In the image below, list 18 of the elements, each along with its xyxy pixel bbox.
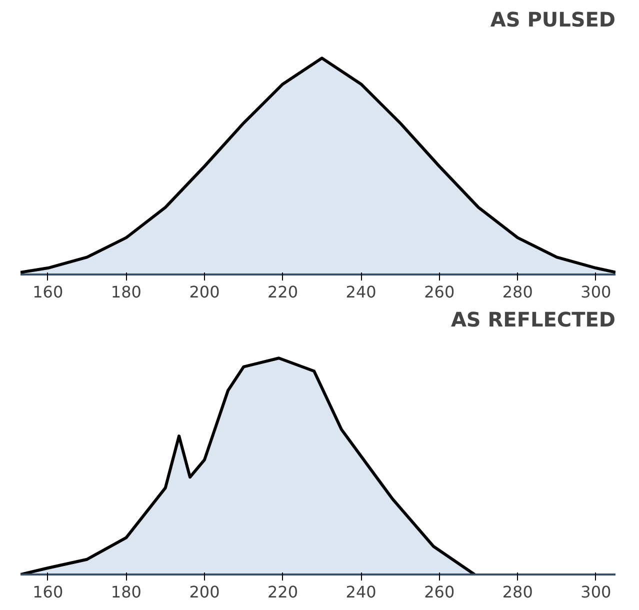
chart-title: AS REFLECTED — [450, 308, 616, 332]
x-tick-label: 200 — [189, 282, 220, 302]
x-tick-label: 200 — [189, 582, 220, 602]
x-tick-label: 160 — [32, 282, 64, 302]
x-tick-label: 240 — [346, 582, 376, 602]
x-tick-label: 180 — [110, 582, 142, 602]
x-tick-label: 300 — [580, 582, 612, 602]
x-tick-label: 280 — [502, 282, 533, 302]
x-tick-label: 280 — [502, 582, 533, 602]
x-tick-label: 180 — [110, 282, 142, 302]
x-tick-label: 260 — [424, 282, 455, 302]
x-tick-label: 220 — [268, 582, 298, 602]
chart-title: AS PULSED — [490, 8, 616, 32]
x-tick-label: 260 — [424, 582, 455, 602]
x-tick-label: 160 — [32, 582, 64, 602]
x-tick-label: 300 — [580, 282, 612, 302]
x-tick-label: 240 — [346, 282, 376, 302]
x-tick-label: 220 — [268, 282, 298, 302]
